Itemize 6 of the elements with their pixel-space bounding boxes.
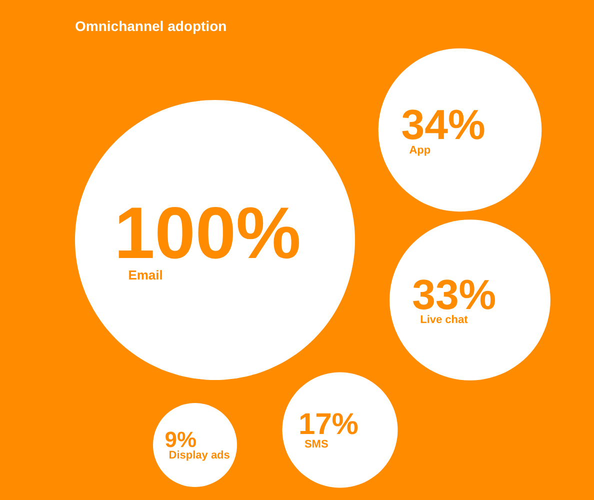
category-label: App [409, 144, 431, 156]
category-label: Display ads [168, 450, 230, 462]
category-label: SMS [304, 438, 328, 450]
data-label: 9% [164, 427, 197, 452]
data-label: 17% [298, 408, 358, 441]
text: Omnichannel adoption [75, 18, 227, 34]
